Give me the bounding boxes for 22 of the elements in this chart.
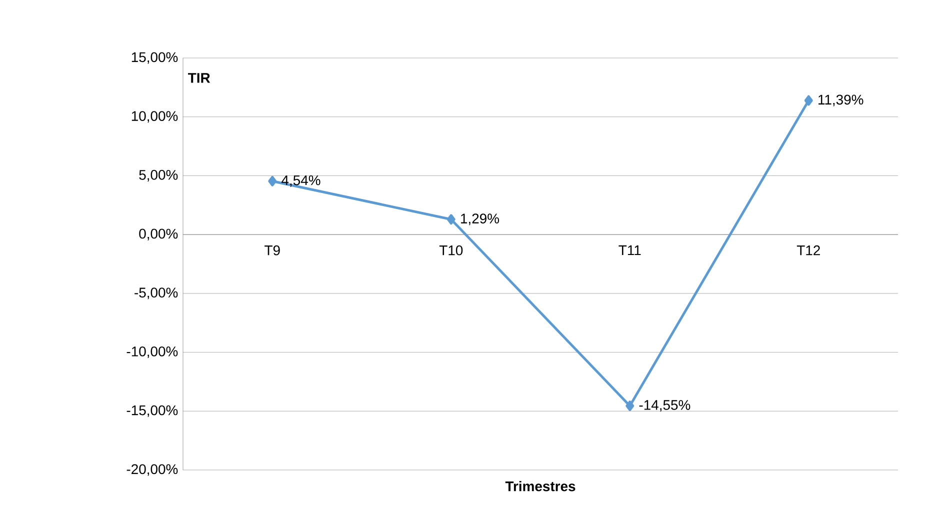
data-label: 11,39% [818,94,864,106]
y-tick-label: -10,00% [126,346,178,358]
x-axis-title: Trimestres [505,481,576,492]
point [804,95,813,106]
y-tick-label: 15,00% [132,52,178,64]
x-tick-label: T11 [618,245,641,255]
point [268,176,277,186]
y-tick-label: 0,00% [139,228,178,240]
data-label: 4,54% [282,175,320,187]
y-axis-title: TIR [188,73,210,83]
y-tick-label: 5,00% [139,170,178,182]
x-tick-label: T9 [264,245,280,256]
data-label: 1,29% [461,214,500,226]
y-tick-label: -20,00% [126,464,178,476]
point [446,214,456,225]
x-tick-label: T10 [439,245,463,256]
point [626,400,634,412]
y-tick-label: -5,00% [134,288,178,300]
y-tick-label: 10,00% [132,111,178,123]
y-tick-label: -15,00% [126,405,178,417]
x-tick-label: T12 [796,245,820,256]
data-label: -14,55% [639,400,690,412]
